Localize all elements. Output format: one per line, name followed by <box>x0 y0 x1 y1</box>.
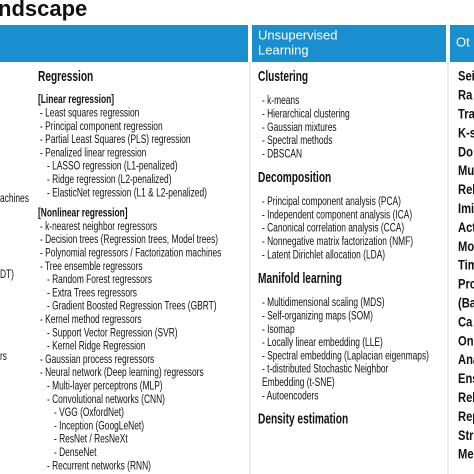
column: Sei Ra Tra K-s Do Mu Rel Imi Act Mo Tim Pro (Ba Ca On A… <box>458 69 474 462</box>
column: Clustering - k-means- Hierarchical cluste… <box>258 68 429 427</box>
text-fragment: Rel <box>458 390 474 405</box>
text-fragment: Rep <box>458 409 474 424</box>
list-item: - Gradient Boosted Regression Trees (GBR… <box>47 300 217 313</box>
list-item: - Least squares regression <box>40 107 140 120</box>
list-item: - Convolutional networks (CNN) <box>47 393 165 406</box>
text-fragment: Rel <box>458 182 474 197</box>
section-heading: Clustering <box>258 68 308 84</box>
text-fragment: K-s <box>458 125 474 140</box>
list-item: - t-distributed Stochastic Neighbor <box>262 363 389 376</box>
list-item: Embedding (t-SNE) <box>262 377 335 390</box>
list-item: - Partial Least Squares (PLS) regression <box>40 134 191 147</box>
header-bar <box>450 25 474 62</box>
list-item: - Spectral methods <box>262 135 332 148</box>
list-item: - Autoencoders <box>262 390 318 403</box>
list-item: - Polynomial regressors / Factorization … <box>40 247 221 260</box>
text-fragment: On <box>458 333 474 348</box>
list-item: - Gaussian process regressors <box>40 354 154 367</box>
list-item: - Kernel Ridge Regression <box>47 340 146 353</box>
list-item: - Hierarchical clustering <box>262 108 350 121</box>
column-header: Unsupervised <box>258 27 338 42</box>
list-item: - Tree ensemble regressors <box>40 260 143 273</box>
list-item: - Recurrent networks (RNN) <box>47 460 151 473</box>
section-heading: Decomposition <box>258 169 331 185</box>
page-title: ndscape <box>0 0 87 21</box>
list-item: - ElasticNet regression (L1 & L2-penaliz… <box>47 187 207 200</box>
text-fragment: Tim <box>458 258 474 273</box>
group-label: [Nonlinear regression] <box>38 207 128 220</box>
list-item: - k-nearest neighbor regressors <box>40 221 157 234</box>
list-item: - Latent Dirichlet allocation (LDA) <box>262 249 385 262</box>
list-item: - Penalized linear regression <box>40 147 147 160</box>
header-bar <box>252 25 446 62</box>
list-item: - Support Vector Regression (SVR) <box>47 327 178 340</box>
list-item: - Random Forest regressors <box>47 274 152 287</box>
list-item: - Inception (GoogLeNet) <box>54 420 144 433</box>
list-item: - Locally linear embedding (LLE) <box>262 337 383 350</box>
text-fragment: DT) <box>0 269 14 282</box>
list-item: - ResNet / ResNeXt <box>54 433 128 446</box>
list-item: - Neural network (Deep learning) regress… <box>40 367 204 380</box>
text-fragment: Ens <box>458 371 474 386</box>
column-header: Learning <box>258 42 309 57</box>
text-fragment: Do <box>458 144 473 159</box>
text-fragment: achines <box>0 193 29 206</box>
text-fragment: Me <box>458 447 474 462</box>
list-item: - DenseNet <box>54 447 97 460</box>
list-item: - Extra Trees regressors <box>47 287 137 300</box>
text-fragment: Pro <box>458 276 474 291</box>
list-item: - Canonical correlation analysis (CCA) <box>262 222 404 235</box>
section-heading: Manifold learning <box>258 270 342 286</box>
column-header: Ot <box>456 34 470 49</box>
text-fragment: (Ba <box>458 295 474 310</box>
list-item: - Decision trees (Regression trees, Mode… <box>40 234 218 247</box>
list-item: - Gaussian mixtures <box>262 121 337 134</box>
list-item: - Nonnegative matrix factorization (NMF) <box>262 236 413 249</box>
section-heading: Regression <box>38 68 93 84</box>
text-fragment: Mo <box>458 239 474 254</box>
list-item: - Multi-layer perceptrons (MLP) <box>47 380 163 393</box>
list-item: - Spectral embedding (Laplacian eigenmap… <box>262 350 429 363</box>
group-label: [Linear regression] <box>38 94 114 107</box>
text-fragment: rs <box>0 351 7 364</box>
text-fragment: Ana <box>458 352 474 367</box>
list-item: - Principal component analysis (PCA) <box>262 196 401 209</box>
text-fragment: Mu <box>458 163 474 178</box>
list-item: - Ridge regression (L2-penalized) <box>47 174 172 187</box>
list-item: - Principal component regression <box>40 120 163 133</box>
text-fragment: Tra <box>458 106 474 121</box>
list-item: - DBSCAN <box>262 148 302 161</box>
column: achines DT) rs <box>0 193 29 364</box>
header-bar <box>0 25 248 62</box>
section-heading: Density estimation <box>258 411 348 427</box>
text-fragment: Sei <box>458 69 474 84</box>
list-item: - Kernel method regressors <box>40 314 142 327</box>
list-item: - Independent component analysis (ICA) <box>262 209 412 222</box>
text-fragment: Imi <box>458 201 474 216</box>
list-item: - k-means <box>262 95 299 108</box>
list-item: - VGG (OxfordNet) <box>54 407 124 420</box>
list-item: - Multidimensional scaling (MDS) <box>262 297 385 310</box>
list-item: - Self-organizing maps (SOM) <box>262 310 373 323</box>
text-fragment: Act <box>458 220 474 235</box>
text-fragment: Str <box>458 428 474 443</box>
text-fragment: Ra <box>458 87 473 102</box>
text-fragment: Ca <box>458 314 473 329</box>
list-item: - LASSO regression (L1-penalized) <box>47 160 178 173</box>
column: Regression [Linear regression]- Least squ… <box>38 68 221 473</box>
list-item: - Isomap <box>262 323 295 336</box>
